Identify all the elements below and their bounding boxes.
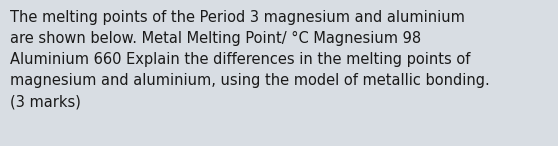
Text: The melting points of the Period 3 magnesium and aluminium
are shown below. Meta: The melting points of the Period 3 magne… xyxy=(10,10,490,109)
